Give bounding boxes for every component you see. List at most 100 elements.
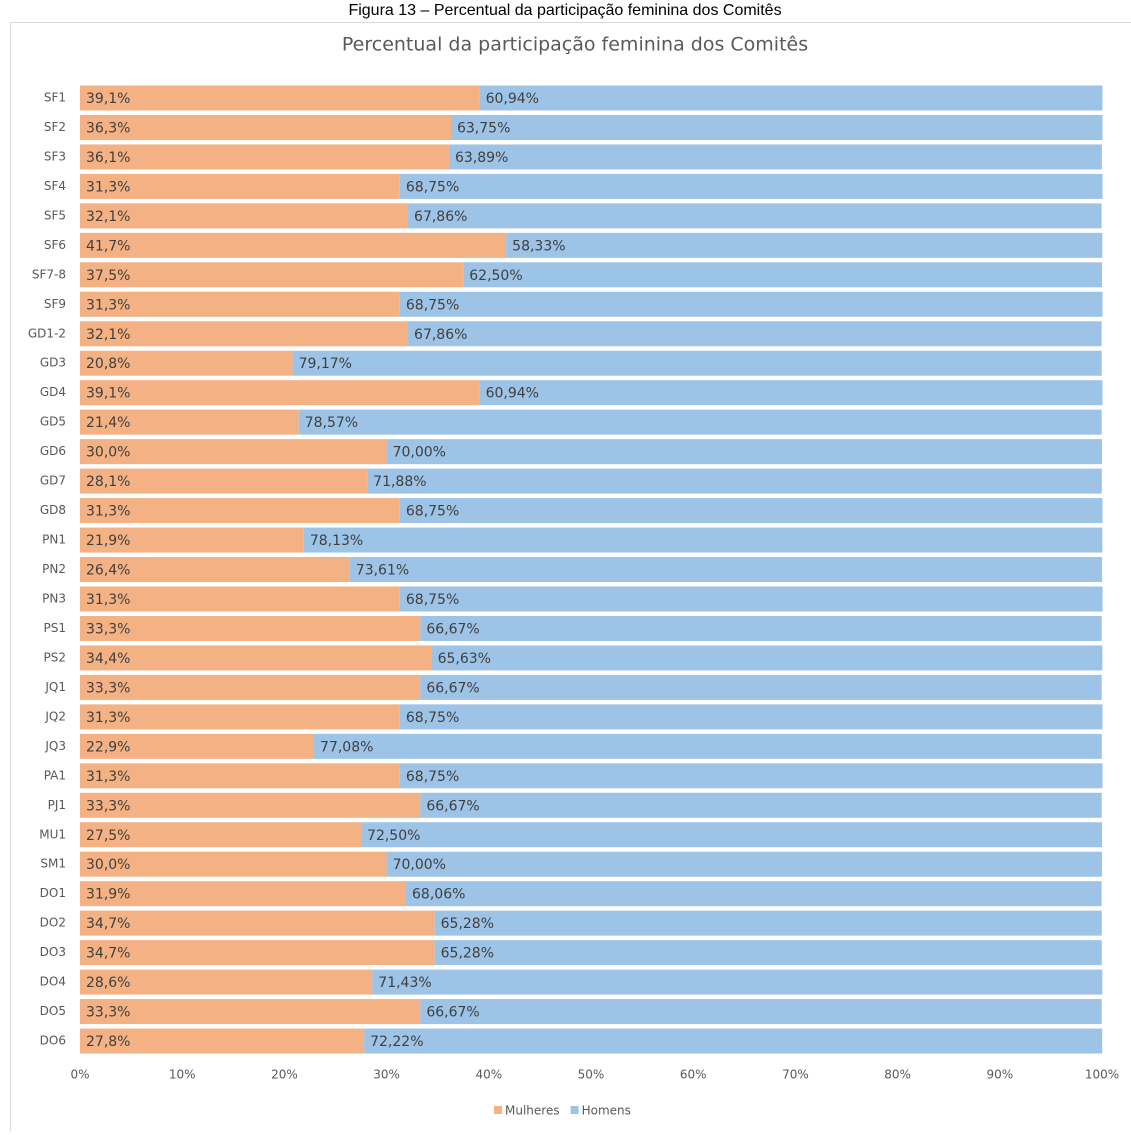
- value-label: 78,57%: [305, 415, 358, 431]
- y-tick-label: GD7: [40, 474, 66, 488]
- bar-segment: [432, 645, 1103, 670]
- value-label: 70,00%: [393, 445, 446, 461]
- y-tick-label: SF1: [44, 91, 66, 105]
- y-tick-label: SF2: [44, 120, 66, 134]
- y-tick-label: PN1: [42, 533, 66, 547]
- y-tick-label: JQ3: [44, 739, 66, 753]
- value-label: 68,75%: [406, 179, 459, 195]
- value-label: 36,1%: [86, 150, 130, 166]
- value-label: 66,67%: [426, 1005, 479, 1021]
- bar-segment: [372, 970, 1102, 995]
- y-tick-label: JQ2: [44, 709, 66, 723]
- bar-segment: [80, 675, 420, 700]
- y-tick-label: JQ1: [44, 680, 66, 694]
- value-label: 79,17%: [299, 356, 352, 372]
- value-label: 39,1%: [86, 386, 130, 402]
- y-tick-label: GD8: [40, 503, 66, 517]
- value-label: 32,1%: [86, 209, 130, 225]
- value-label: 68,75%: [406, 297, 459, 313]
- value-label: 68,06%: [412, 887, 465, 903]
- y-tick-label: SF4: [44, 179, 66, 193]
- bar-segment: [387, 852, 1102, 877]
- bar-segment: [449, 144, 1102, 169]
- bar-segment: [406, 881, 1102, 906]
- y-tick-label: SF5: [44, 208, 66, 222]
- y-tick-label: PN2: [42, 562, 66, 576]
- bar-segment: [420, 793, 1101, 818]
- value-label: 65,28%: [441, 916, 494, 932]
- x-tick-label: 20%: [271, 1068, 298, 1082]
- bar-segment: [80, 115, 451, 140]
- bar-segment: [367, 469, 1102, 494]
- value-label: 37,5%: [86, 268, 130, 284]
- x-tick-label: 30%: [373, 1068, 400, 1082]
- value-label: 21,4%: [86, 415, 130, 431]
- value-label: 67,86%: [414, 327, 467, 343]
- value-label: 33,3%: [86, 1005, 130, 1021]
- value-label: 33,3%: [86, 621, 130, 637]
- value-label: 30,0%: [86, 445, 130, 461]
- value-label: 27,8%: [86, 1034, 130, 1050]
- y-tick-label: DO4: [40, 975, 66, 989]
- bar-segment: [364, 1029, 1102, 1054]
- y-tick-label: PJ1: [48, 798, 66, 812]
- value-label: 31,3%: [86, 179, 130, 195]
- bar-segment: [80, 144, 449, 169]
- x-tick-label: 80%: [884, 1068, 911, 1082]
- y-tick-label: SF9: [44, 297, 66, 311]
- bar-segment: [80, 645, 432, 670]
- value-label: 71,43%: [378, 975, 431, 991]
- bar-segment: [314, 734, 1102, 759]
- bar-segment: [451, 115, 1103, 140]
- bar-segment: [400, 292, 1103, 317]
- chart-title: Percentual da participação feminina dos …: [342, 34, 808, 56]
- bar-segment: [400, 586, 1103, 611]
- value-label: 60,94%: [486, 386, 539, 402]
- bar-segment: [80, 262, 463, 287]
- bar-segment: [400, 763, 1103, 788]
- value-label: 34,4%: [86, 651, 130, 667]
- x-tick-label: 90%: [986, 1068, 1013, 1082]
- value-label: 31,3%: [86, 710, 130, 726]
- value-label: 33,3%: [86, 680, 130, 696]
- bar-segment: [420, 675, 1101, 700]
- caption: Figura 13 – Percentual da participação f…: [348, 2, 781, 19]
- value-label: 58,33%: [512, 238, 565, 254]
- value-label: 31,3%: [86, 592, 130, 608]
- bar-segment: [420, 616, 1101, 641]
- x-tick-label: 50%: [578, 1068, 605, 1082]
- bar-segment: [435, 911, 1102, 936]
- bar-segment: [80, 999, 420, 1024]
- x-tick-label: 60%: [680, 1068, 707, 1082]
- value-label: 68,75%: [406, 504, 459, 520]
- bar-segment: [361, 822, 1102, 847]
- y-tick-label: DO5: [40, 1004, 66, 1018]
- bar-segment: [80, 616, 420, 641]
- value-label: 65,63%: [438, 651, 491, 667]
- value-label: 73,61%: [356, 563, 409, 579]
- y-tick-label: GD5: [40, 415, 66, 429]
- bar-segment: [463, 262, 1102, 287]
- legend-label: Mulheres: [505, 1104, 560, 1118]
- value-label: 34,7%: [86, 916, 130, 932]
- value-label: 62,50%: [469, 268, 522, 284]
- y-tick-label: SF6: [44, 238, 66, 252]
- value-label: 70,00%: [393, 857, 446, 873]
- legend-label: Homens: [582, 1104, 631, 1118]
- bar-segment: [80, 86, 480, 111]
- value-label: 31,3%: [86, 504, 130, 520]
- legend-swatch: [571, 1106, 579, 1114]
- bar-segment: [299, 410, 1102, 435]
- bar-segment: [80, 380, 480, 405]
- value-label: 26,4%: [86, 563, 130, 579]
- legend-swatch: [494, 1106, 502, 1114]
- bar-segment: [80, 940, 435, 965]
- bar-segment: [480, 380, 1103, 405]
- x-tick-label: 40%: [475, 1068, 502, 1082]
- value-label: 71,88%: [373, 474, 426, 490]
- value-label: 67,86%: [414, 209, 467, 225]
- value-label: 72,22%: [370, 1034, 423, 1050]
- bar-segment: [400, 498, 1103, 523]
